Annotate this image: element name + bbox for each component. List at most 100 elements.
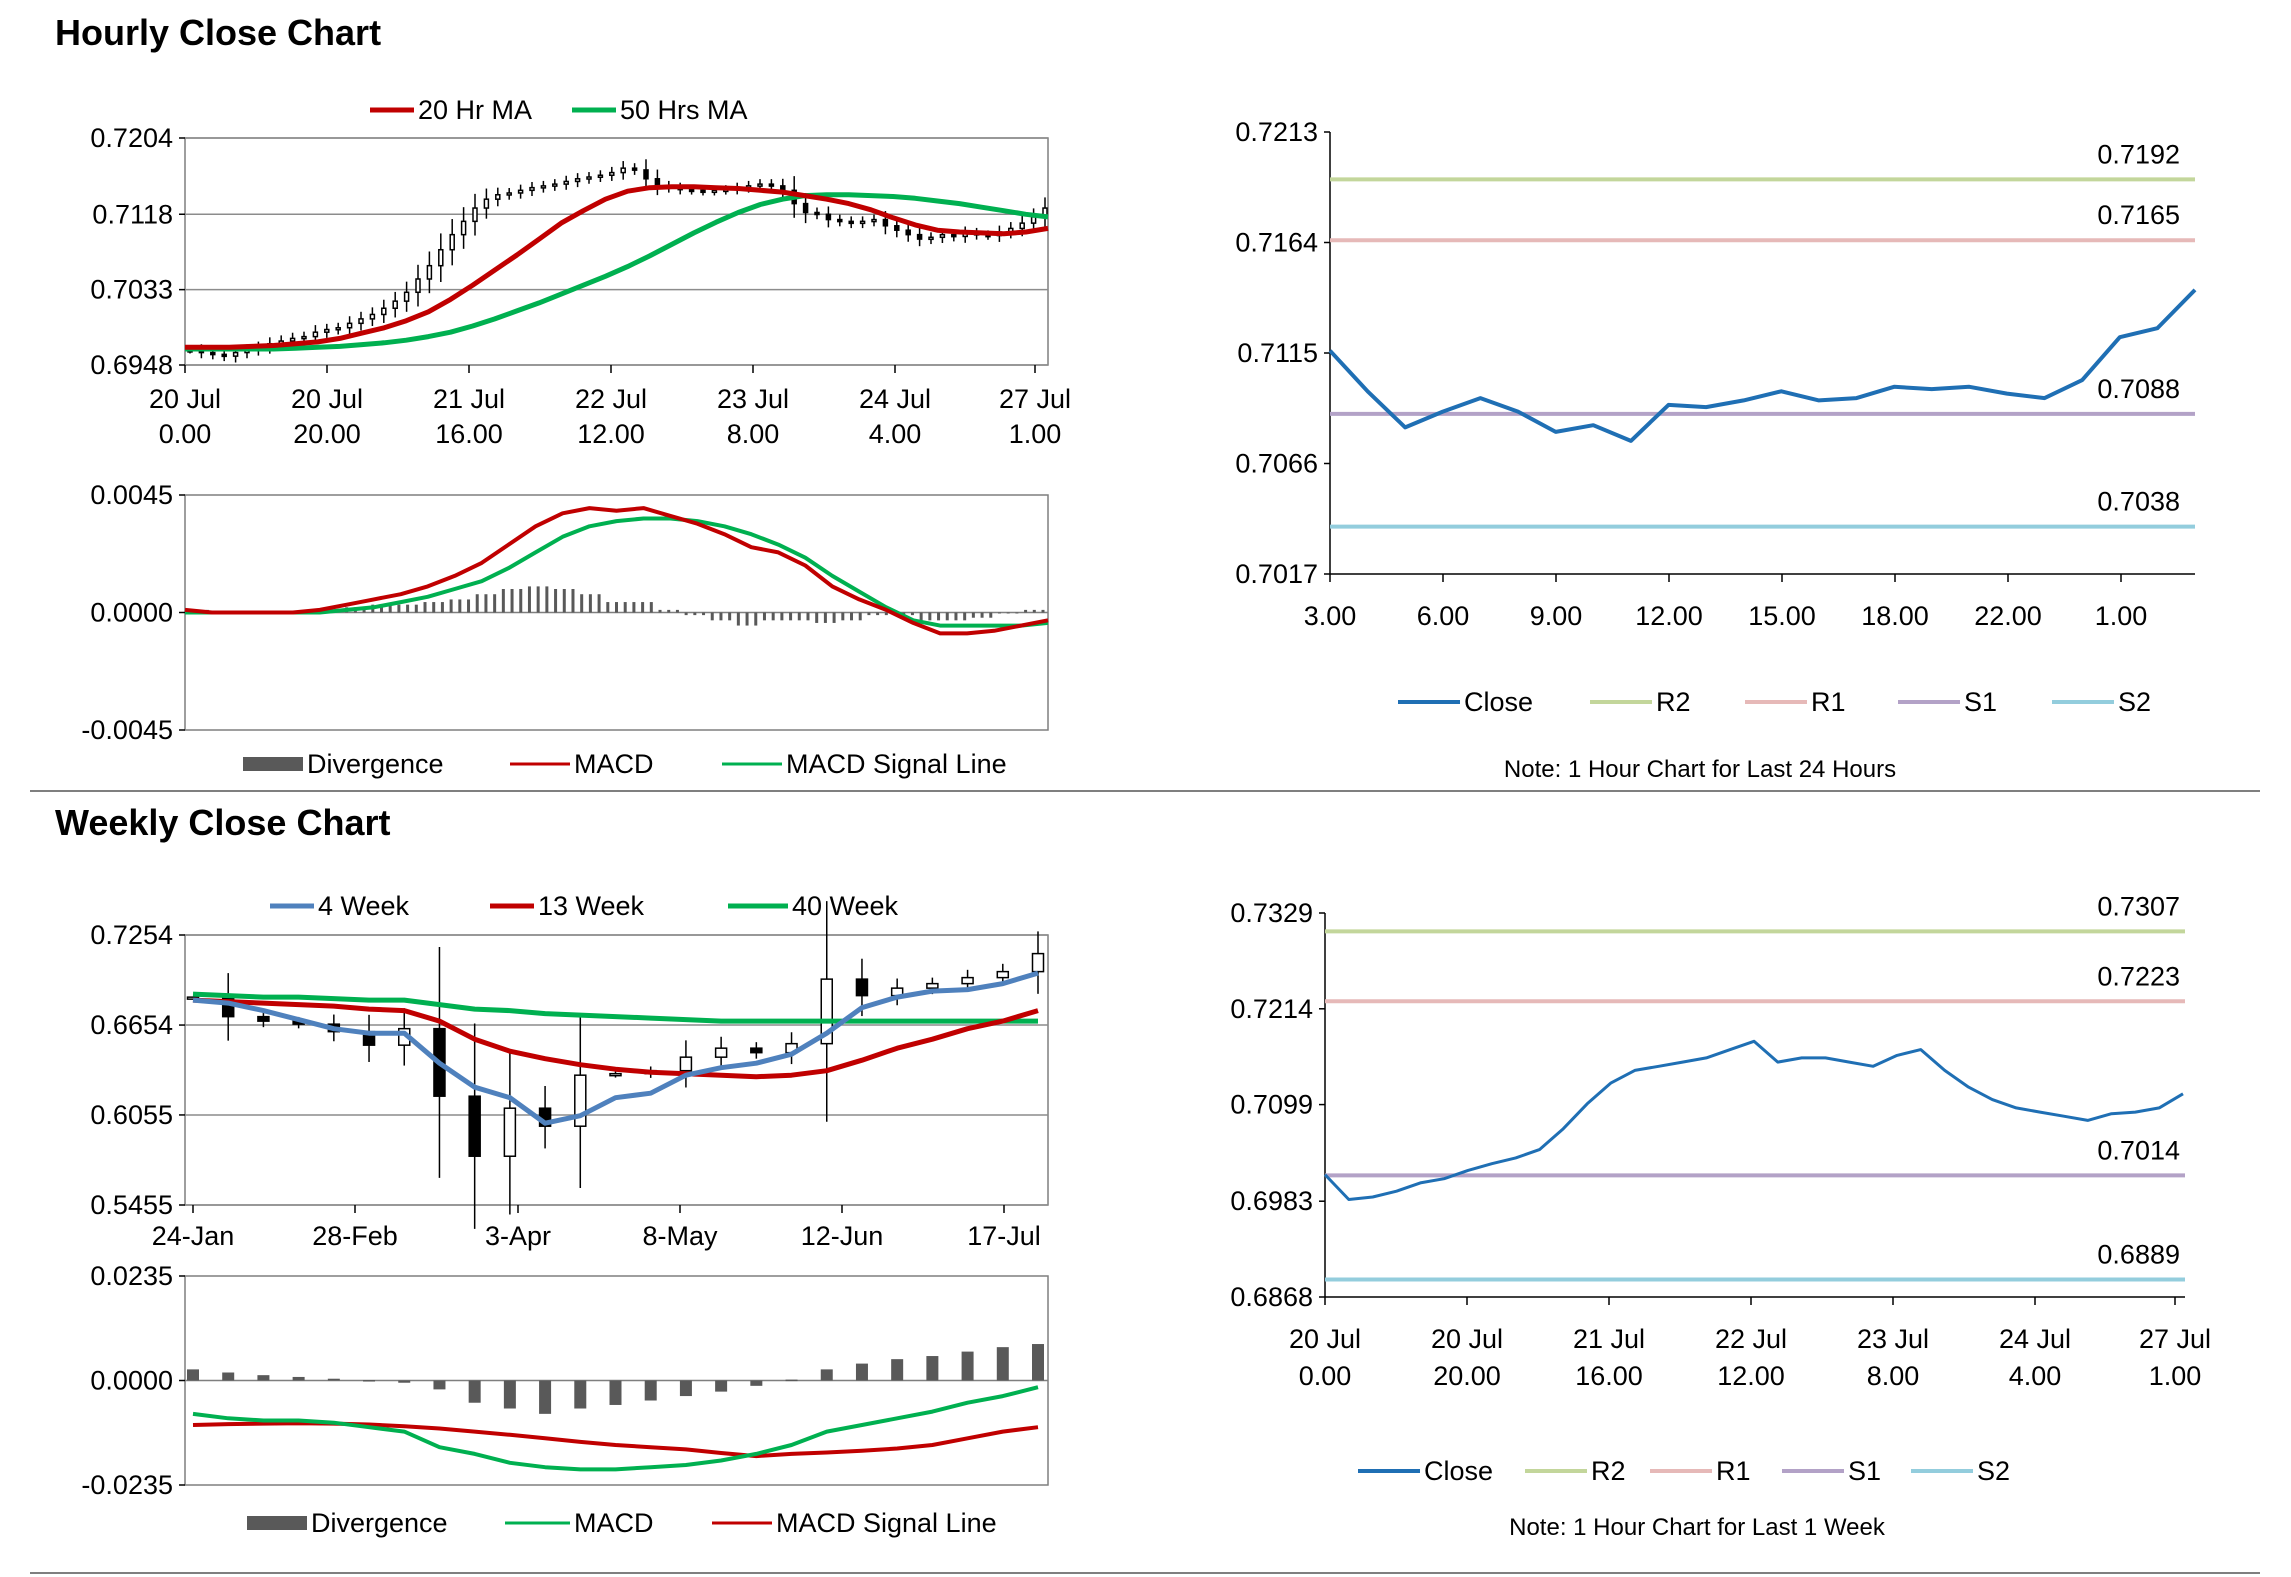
hourly-macd-divergence-bar — [1041, 609, 1045, 613]
hourly-price-candle — [688, 188, 695, 193]
hourly-levels-legend-close-label: Close — [1464, 687, 1533, 717]
hourly-level-s1-label: 0.7088 — [2097, 374, 2180, 404]
hourly-macd-divergence-bar — [910, 612, 914, 616]
weekly-price-candle — [574, 1074, 587, 1127]
weekly-macd-ytick-0: 0.0235 — [90, 1261, 173, 1291]
hourly-price-candle — [552, 183, 558, 187]
hourly-macd-divergence-bar — [623, 602, 627, 613]
bottom-divider — [30, 1572, 2260, 1574]
hourly-price-candle — [882, 218, 889, 227]
hourly-levels-xtick-1: 6.00 — [1417, 601, 1470, 631]
weekly-levels-xtick-time-6: 1.00 — [2149, 1361, 2202, 1391]
hourly-macd-divergence-bar — [710, 612, 714, 621]
hourly-macd-divergence-bar — [588, 594, 592, 613]
weekly-price-candle — [468, 1095, 481, 1157]
hourly-price-candle — [939, 233, 946, 239]
weekly-price-xtick-5: 17-Jul — [967, 1221, 1041, 1251]
hourly-levels-ytick-0: 0.7213 — [1235, 117, 1318, 147]
hourly-macd-divergence-bar — [615, 602, 618, 613]
weekly-macd-divergence-bar — [785, 1379, 798, 1382]
hourly-macd-divergence-bar — [780, 612, 784, 621]
hourly-macd-divergence-bar — [484, 594, 488, 613]
hourly-macd-divergence-bar — [754, 612, 758, 626]
weekly-legend-4wk-label: 4 Week — [318, 891, 410, 921]
weekly-price-candle — [1031, 952, 1045, 973]
hourly-price-xtick-time-0: 0.00 — [159, 419, 212, 449]
weekly-price-xtick-3: 8-May — [642, 1221, 718, 1251]
weekly-ma4-line — [192, 970, 1039, 1126]
hourly-macd-divergence-bar — [475, 594, 479, 613]
hourly-macd-line — [184, 506, 1049, 636]
weekly-price-ytick-0: 0.7254 — [90, 920, 173, 950]
hourly-macd-divergence-bar — [432, 602, 436, 613]
weekly-levels-xtick-time-3: 12.00 — [1717, 1361, 1785, 1391]
hourly-ma50-line — [185, 192, 1049, 352]
weekly-macd-divergence-bar — [820, 1369, 833, 1381]
hourly-price-candle — [825, 213, 832, 221]
hourly-price-candle — [426, 264, 433, 280]
hourly-price-candle — [620, 167, 626, 174]
weekly-levels-xtick-date-3: 22 Jul — [1715, 1324, 1787, 1354]
hourly-price-ytick-1: 0.7118 — [92, 199, 173, 229]
weekly-price-candle — [820, 978, 833, 1045]
hourly-macd-divergence-bar — [997, 612, 1001, 614]
weekly-macd-divergence-bar — [926, 1356, 939, 1381]
hourly-levels-xtick-0: 3.00 — [1304, 601, 1357, 631]
weekly-macd-ytick-1: 0.0000 — [90, 1366, 173, 1396]
hourly-macd-legend-divergence-swatch — [243, 757, 303, 771]
weekly-macd-divergence-bar — [363, 1380, 376, 1382]
weekly-levels-xtick-time-2: 16.00 — [1575, 1361, 1643, 1391]
weekly-macd-line — [192, 1385, 1039, 1472]
hourly-price-candle — [232, 351, 239, 357]
weekly-price-candle — [714, 1047, 728, 1058]
weekly-levels-ytick-2: 0.7099 — [1230, 1090, 1313, 1120]
hourly-price-candle — [586, 176, 592, 180]
weekly-macd-signal-line — [192, 1421, 1039, 1459]
weekly-ma40-line — [192, 991, 1038, 1024]
hourly-macd-divergence-bar — [467, 599, 471, 613]
hourly-macd-divergence-bar — [850, 612, 854, 621]
hourly-levels-xtick-4: 15.00 — [1748, 601, 1816, 631]
weekly-macd-divergence-bar — [609, 1380, 622, 1405]
hourly-price-xtick-date-3: 22 Jul — [575, 384, 647, 414]
hourly-price-candle — [495, 194, 501, 200]
weekly-macd-ytick-2: -0.0235 — [81, 1470, 173, 1500]
weekly-levels-xtick-time-0: 0.00 — [1299, 1361, 1352, 1391]
hourly-macd-divergence-bar — [832, 612, 836, 623]
weekly-macd-legend-signal-label: MACD Signal Line — [776, 1508, 997, 1538]
hourly-macd-legend-macd-label: MACD — [574, 749, 654, 779]
hourly-levels-legend-s1-label: S1 — [1964, 687, 1997, 717]
hourly-macd-divergence-bar — [649, 602, 653, 613]
hourly-section-title: Hourly Close Chart — [55, 12, 382, 53]
hourly-price-candle — [848, 220, 854, 225]
weekly-levels-ytick-4: 0.6868 — [1230, 1282, 1313, 1312]
hourly-macd-divergence-bar — [858, 612, 862, 621]
hourly-macd-divergence-bar — [423, 602, 427, 613]
hourly-price-xtick-date-5: 24 Jul — [859, 384, 931, 414]
hourly-macd-divergence-bar — [536, 586, 540, 613]
hourly-macd-divergence-bar — [728, 612, 732, 621]
weekly-price-xtick-4: 12-Jun — [801, 1221, 884, 1251]
weekly-macd-divergence-bar — [855, 1363, 868, 1381]
hourly-price-candle — [631, 167, 638, 171]
hourly-price-candle — [381, 307, 387, 316]
hourly-macd-divergence-bar — [762, 612, 766, 621]
hourly-price-xtick-date-2: 21 Jul — [433, 384, 505, 414]
weekly-macd-legend-divergence-swatch — [247, 1516, 307, 1530]
hourly-macd-divergence-bar — [971, 612, 975, 618]
weekly-macd-divergence-bar — [715, 1380, 728, 1392]
hourly-price-candle — [221, 353, 227, 358]
weekly-macd-divergence-bar — [503, 1380, 516, 1409]
hourly-macd-divergence-bar — [745, 612, 749, 626]
hourly-price-xtick-time-2: 16.00 — [435, 419, 503, 449]
weekly-ma13-line — [192, 997, 1039, 1080]
hourly-macd-divergence-bar — [797, 612, 801, 621]
weekly-macd-legend-macd-label: MACD — [574, 1508, 654, 1538]
hourly-price-candle — [711, 189, 718, 194]
weekly-levels-xtick-time-5: 4.00 — [2009, 1361, 2062, 1391]
hourly-price-candle — [415, 278, 421, 294]
hourly-macd-divergence-bar — [928, 612, 932, 621]
hourly-levels-ytick-2: 0.7115 — [1237, 338, 1318, 368]
weekly-levels-xtick-date-1: 20 Jul — [1431, 1324, 1503, 1354]
hourly-macd-ytick-1: 0.0000 — [90, 598, 173, 628]
